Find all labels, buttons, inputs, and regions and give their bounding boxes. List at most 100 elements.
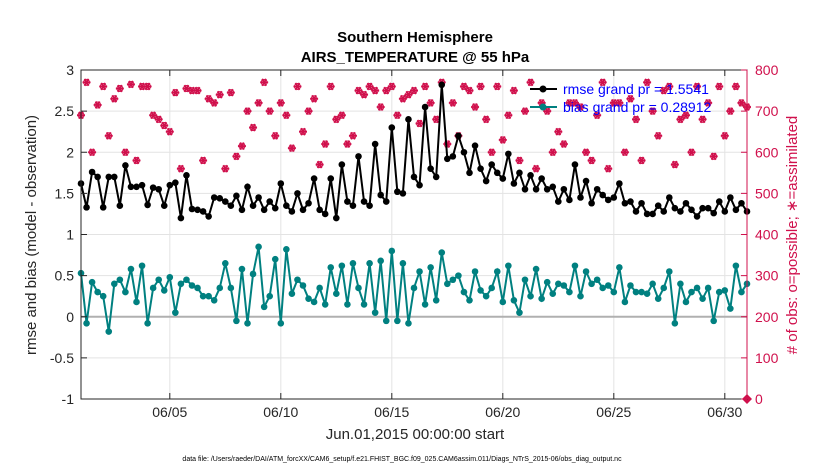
obs-assimilated-point [199, 156, 208, 165]
obs-star-stroke [622, 148, 628, 157]
rmse-point [671, 204, 679, 212]
bias-point [732, 262, 740, 270]
obs-star-stroke [677, 115, 684, 124]
obs-star-stroke [261, 78, 267, 87]
obs-star-stroke [627, 94, 634, 103]
obs-star-stroke [644, 78, 650, 87]
bias-point [649, 280, 656, 288]
obs-star-stroke [722, 131, 728, 140]
bias-point [616, 264, 623, 271]
bias-point [382, 317, 390, 325]
rmse-point [527, 171, 534, 179]
obs-star-stroke [477, 82, 484, 91]
rmse-point [549, 183, 557, 191]
obs-star-stroke [205, 94, 212, 103]
y-axis-label-left: rmse and bias (model - observation) [23, 115, 40, 355]
obs-assimilated-point [554, 127, 563, 136]
obs-assimilated-point [715, 82, 724, 91]
rmse-point [721, 208, 729, 215]
rmse-point [538, 175, 545, 182]
obs-star-stroke [672, 160, 678, 169]
bias-point [593, 276, 601, 284]
bias-point [638, 288, 645, 296]
rmse-point [249, 202, 257, 210]
bias-point [721, 287, 729, 294]
rmse-point [399, 190, 407, 197]
obs-star-stroke [649, 107, 656, 116]
bias-point [144, 320, 151, 327]
bias-point [455, 272, 462, 279]
obs-assimilated-point [82, 78, 91, 87]
obs-assimilated-point [648, 107, 657, 116]
rmse-point [294, 190, 301, 197]
obs-star-stroke [94, 101, 101, 109]
rmse-point [105, 173, 113, 181]
rmse-point [738, 199, 745, 207]
bias-point [366, 259, 373, 267]
bias-point [566, 288, 573, 296]
rmse-point [588, 199, 595, 207]
obs-star-stroke [733, 82, 739, 91]
obs-assimilated-point [149, 111, 158, 120]
bias-point [122, 288, 129, 296]
rmse-point [699, 204, 706, 212]
bias-point [166, 273, 174, 281]
rmse-point [244, 183, 251, 191]
rmse-point [172, 179, 179, 186]
rmse-point [360, 198, 368, 205]
x-tick-label: 06/10 [263, 404, 298, 420]
rmse-point [216, 195, 224, 202]
bias-point [460, 288, 468, 296]
rmse-point [316, 206, 323, 214]
obs-assimilated-point [232, 152, 241, 161]
rmse-point [194, 206, 201, 214]
x-tick-label: 06/25 [596, 404, 631, 420]
obs-star-stroke [472, 103, 478, 111]
legend-rmse-label: rmse grand pr = 1.5541 [563, 81, 709, 97]
obs-star-stroke [727, 107, 734, 116]
obs-assimilated-point [570, 98, 579, 107]
rmse-point [677, 208, 684, 215]
bias-point [222, 259, 229, 267]
x-axis-label: Jun.01,2015 00:00:00 start [326, 426, 505, 443]
obs-assimilated-point [121, 148, 130, 157]
obs-assimilated-point [598, 78, 607, 87]
rmse-point [621, 199, 629, 207]
rmse-point [405, 116, 412, 123]
bias-point [438, 249, 446, 256]
rmse-point [371, 140, 379, 148]
obs-assimilated-point [476, 82, 485, 91]
obs-assimilated-point [670, 160, 679, 169]
bias-point [599, 284, 606, 292]
x-tick-label: 06/30 [707, 404, 742, 420]
obs-assimilated-point [348, 131, 357, 140]
bias-point [99, 292, 107, 300]
rmse-point [344, 198, 351, 205]
y-tick-label-right: 0 [755, 391, 763, 407]
y-tick-label-left: 2 [66, 144, 74, 160]
y-tick-label-right: 400 [755, 227, 779, 243]
rmse-point [338, 161, 346, 168]
bias-point [499, 298, 507, 306]
obs-star-stroke [699, 115, 706, 124]
obs-star-stroke [688, 148, 695, 157]
obs-assimilated-point [160, 121, 169, 130]
obs-assimilated-point [504, 111, 513, 120]
bias-point [160, 287, 168, 294]
obs-assimilated-point [310, 94, 319, 103]
obs-star-stroke [588, 156, 595, 165]
x-axis-ticks: 06/05 06/10 06/15 06/20 06/25 06/30 [152, 70, 743, 420]
obs-star-stroke [111, 94, 118, 103]
legend-bias-marker [539, 103, 547, 111]
obs-star-stroke [105, 131, 112, 140]
rmse-point [599, 191, 606, 199]
obs-star-stroke [544, 107, 550, 116]
left-axis-ticks: -1 -0.5 0 0.5 1 1.5 2 2.5 3 [50, 62, 87, 407]
obs-assimilated-point [293, 82, 302, 91]
obs-assimilated-point [681, 111, 690, 120]
obs-star-stroke [572, 98, 578, 107]
obs-star-stroke [128, 80, 134, 89]
rmse-point [466, 169, 473, 177]
obs-assimilated-point [404, 90, 413, 99]
bias-point [560, 282, 568, 289]
